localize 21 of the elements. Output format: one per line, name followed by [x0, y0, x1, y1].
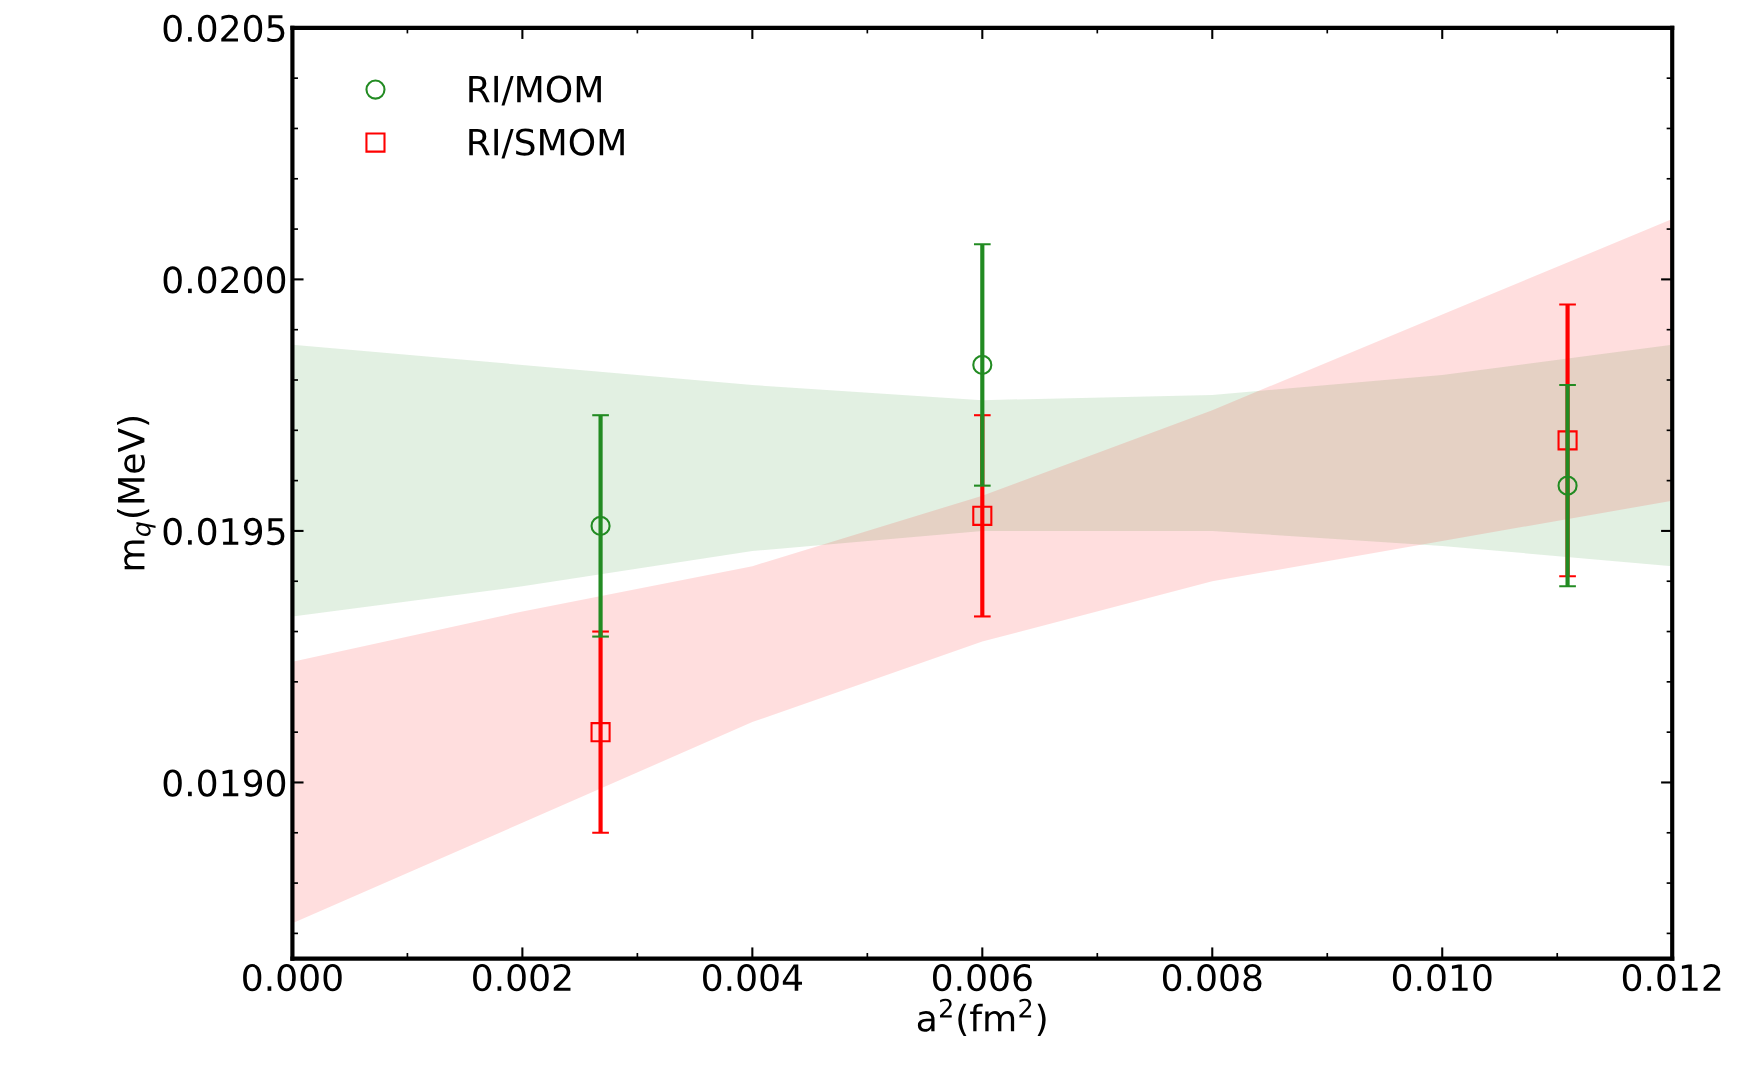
y-tick-label: 0.0195	[163, 517, 285, 546]
legend-label: RI/MOM	[469, 75, 601, 106]
point	[1557, 475, 1578, 496]
y-tick-label: 0.0205	[163, 14, 285, 43]
x-tick-label: 0.000	[243, 964, 342, 992]
y-tick-label: 0.0190	[163, 769, 286, 797]
legend-label: RI/SMOM	[469, 128, 624, 159]
point	[972, 505, 993, 526]
point	[590, 722, 611, 743]
x-tick-label: 0.002	[473, 964, 571, 992]
x-tick-label: 0.012	[1622, 964, 1721, 992]
x-tick-label: 0.004	[703, 964, 803, 992]
y-tick-label: 0.0200	[163, 266, 286, 294]
x-axis-title: a$^{2}$(fm$^{2}$)	[917, 998, 1046, 1037]
y-axis-title: m$_{q}$(MeV)	[117, 416, 156, 570]
x-tick-label: 0.008	[1162, 964, 1262, 992]
x-tick-label: 0.010	[1392, 964, 1492, 992]
point	[972, 354, 993, 375]
point	[590, 515, 611, 536]
point	[1557, 430, 1578, 451]
x-tick-label: 0.006	[933, 964, 1032, 992]
